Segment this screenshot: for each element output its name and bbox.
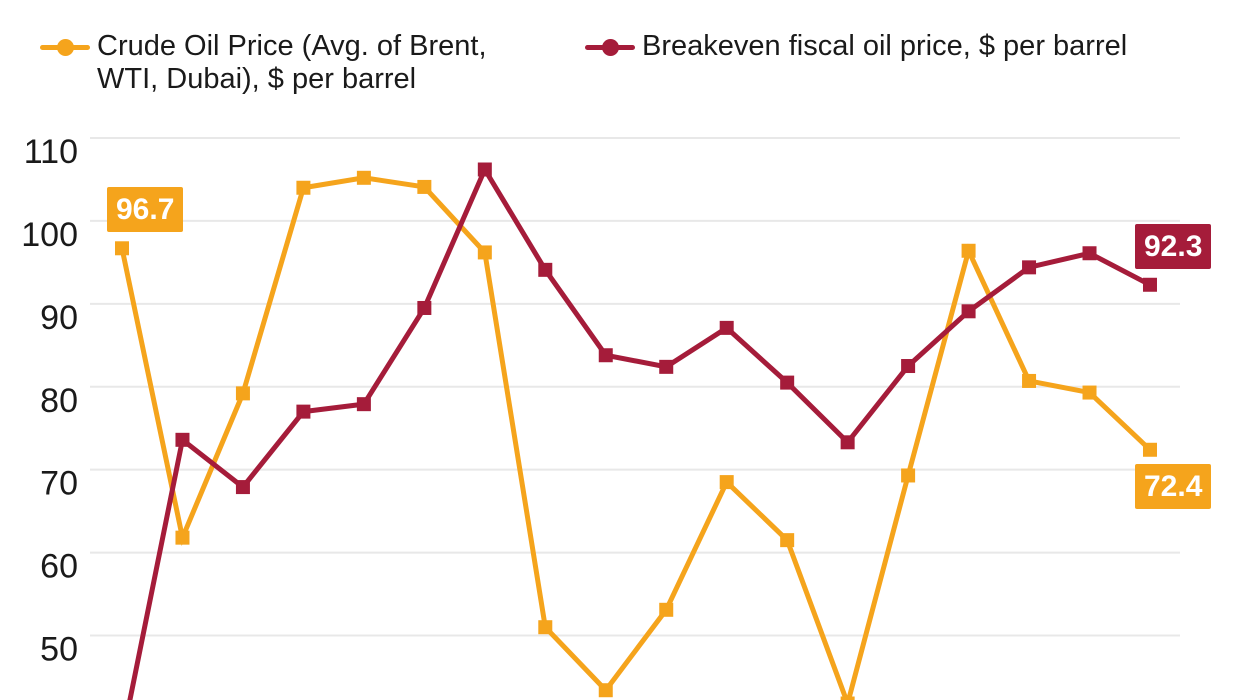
legend-label-breakeven-line1: Breakeven fiscal oil price, $ per barrel (642, 30, 1128, 62)
crude-point-marker (659, 602, 674, 617)
y-axis-tick-label: 80 (40, 382, 78, 420)
crude-swatch-dot (57, 39, 74, 56)
y-axis-tick-label: 110 (24, 133, 78, 171)
breakeven-point-marker (659, 359, 674, 374)
crude-point-marker (598, 683, 613, 698)
breakeven-series-swatch-icon (585, 38, 635, 56)
crude-oil-price-line (119, 175, 1152, 700)
crude-point-marker (780, 533, 795, 548)
crude-point-marker (175, 530, 190, 545)
breakeven-point-marker (356, 397, 371, 412)
breakeven-point-marker (538, 262, 553, 277)
breakeven-point-marker (1022, 260, 1037, 275)
breakeven-point-marker (780, 375, 795, 390)
value-label-72.4: 72.4 (1134, 463, 1212, 509)
breakeven-point-marker (175, 432, 190, 447)
crude-point-marker (417, 179, 432, 194)
breakeven-point-marker (1082, 246, 1097, 261)
breakeven-point-marker (719, 320, 734, 335)
crude-point-marker (235, 386, 250, 401)
chart-legend: Crude Oil Price (Avg. of Brent, WTI, Dub… (0, 0, 1245, 110)
breakeven-point-marker (901, 359, 916, 374)
crude-point-marker (1082, 385, 1097, 400)
y-axis-tick-label: 50 (40, 631, 78, 669)
legend-label-crude-line1: Crude Oil Price (Avg. of Brent, (97, 30, 487, 62)
y-axis-tick-label: 90 (40, 299, 78, 337)
breakeven-price-line (127, 164, 1152, 700)
legend-label-crude-line2: WTI, Dubai), $ per barrel (97, 63, 417, 95)
y-axis-tick-label: 60 (40, 548, 78, 586)
breakeven-point-marker (961, 304, 976, 319)
crude-point-marker (296, 180, 311, 195)
crude-point-marker (1022, 373, 1037, 388)
breakeven-point-marker (477, 162, 492, 177)
crude-point-marker (356, 170, 371, 185)
legend-label-breakeven: Breakeven fiscal oil price, $ per barrel (642, 30, 1162, 63)
crude-point-marker (961, 243, 976, 258)
crude-series-swatch-icon (40, 38, 90, 56)
breakeven-point-marker (1142, 277, 1157, 292)
crude-point-marker (477, 245, 492, 260)
crude-point-marker (901, 468, 916, 483)
crude-point-marker (538, 620, 553, 635)
breakeven-point-marker (840, 435, 855, 450)
breakeven-swatch-dot (602, 39, 619, 56)
crude-point-marker (719, 475, 734, 490)
breakeven-point-marker (235, 480, 250, 495)
breakeven-point-marker (296, 404, 311, 419)
crude-point-marker (840, 696, 855, 700)
y-axis-tick-label: 100 (21, 216, 78, 254)
value-label-92.3: 92.3 (1134, 223, 1212, 269)
legend-label-crude: Crude Oil Price (Avg. of Brent, WTI, Dub… (97, 30, 617, 96)
y-axis-tick-label: 70 (40, 465, 78, 503)
breakeven-point-marker (417, 300, 432, 315)
value-label-96.7: 96.7 (107, 187, 184, 233)
crude-point-marker (115, 241, 129, 256)
crude-point-marker (1142, 442, 1157, 457)
breakeven-point-marker (598, 348, 613, 363)
